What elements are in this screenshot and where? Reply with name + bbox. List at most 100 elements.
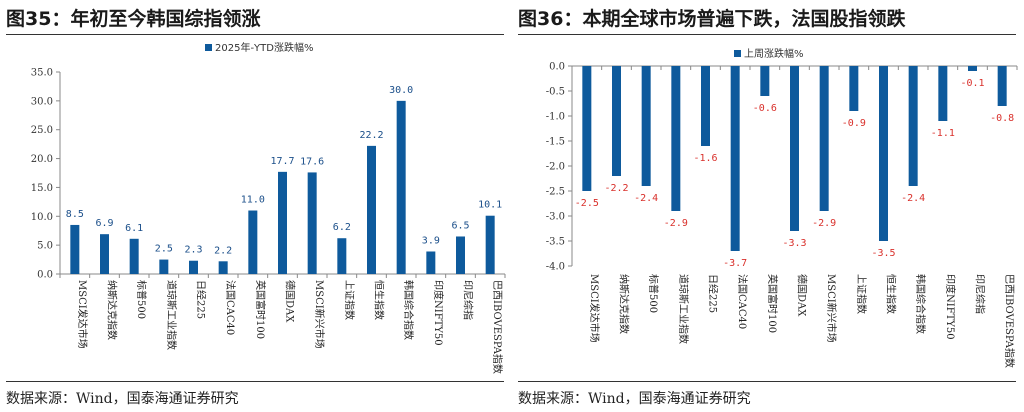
- bar: [819, 66, 829, 211]
- bar: [908, 66, 918, 186]
- data-label: -2.9: [664, 218, 688, 229]
- bar: [278, 171, 287, 274]
- category-label: MSCI发达市场: [76, 280, 89, 349]
- category-label: 印度NIFTY50: [432, 280, 445, 346]
- category-label: 上证指数: [855, 274, 868, 314]
- bar: [612, 66, 621, 176]
- y-tick-label: 0.0: [37, 270, 53, 281]
- bar: [730, 66, 740, 251]
- legend-swatch: [734, 50, 741, 57]
- bar: [456, 236, 465, 274]
- bar: [485, 215, 495, 274]
- title-divider: [518, 34, 1016, 35]
- y-tick-label: 5.0: [37, 241, 53, 252]
- category-label: MSCI新兴市场: [313, 280, 326, 349]
- data-label: 2.3: [184, 245, 202, 256]
- bar: [159, 259, 169, 274]
- bar: [671, 66, 681, 211]
- category-label: 英国富时100: [254, 280, 267, 339]
- bar: [129, 238, 139, 274]
- data-label: 6.9: [95, 218, 113, 229]
- bar: [938, 66, 948, 121]
- source-divider: [6, 381, 504, 382]
- data-label: 17.7: [270, 156, 294, 167]
- category-label: 日经225: [707, 274, 720, 313]
- y-tick-label: 10.0: [31, 212, 53, 223]
- data-label: 11.0: [241, 195, 265, 206]
- data-label: 2.2: [214, 245, 232, 256]
- category-label: 印度NIFTY50: [944, 274, 957, 340]
- category-label: 标普500: [135, 280, 148, 319]
- bar: [367, 145, 376, 274]
- chart-panel-weekly: 图36：本期全球市场普遍下跌，法国股指领跌 0.0 -0.5 -1.0 -1.5 -2.…: [512, 0, 1024, 412]
- data-label: 3.9: [422, 235, 440, 246]
- data-label: -3.3: [782, 238, 806, 249]
- data-label: 6.1: [125, 223, 143, 234]
- data-label: -0.1: [960, 78, 984, 89]
- y-tick-label: -1.5: [546, 137, 565, 148]
- category-label: 韩国综合指数: [914, 274, 927, 334]
- category-label: 上证指数: [343, 280, 356, 320]
- data-label: -1.6: [693, 153, 717, 164]
- data-label: -1.1: [931, 128, 955, 139]
- bar: [790, 66, 799, 231]
- bar: [337, 238, 347, 274]
- bar: [849, 66, 859, 111]
- chart-source: 数据来源：Wind，国泰海通证券研究: [6, 391, 239, 407]
- category-label: 法国CAC40: [736, 274, 749, 329]
- data-label: -0.6: [753, 103, 777, 114]
- category-label: 恒生指数: [373, 280, 386, 320]
- bar: [582, 66, 592, 191]
- category-label: 德国DAX: [284, 280, 297, 323]
- category-label: MSCI发达市场: [588, 274, 601, 343]
- category-label: 德国DAX: [796, 274, 809, 317]
- y-tick-label: -2.5: [546, 187, 565, 198]
- bar: [396, 100, 406, 274]
- legend-label: 上周涨跌幅%: [744, 47, 804, 60]
- title-divider: [6, 34, 504, 35]
- data-label: 6.2: [333, 222, 351, 233]
- category-label: 韩国综合指数: [402, 280, 415, 340]
- bar: [100, 234, 109, 274]
- y-tick-label: 35.0: [31, 68, 53, 79]
- bar: [189, 260, 198, 274]
- category-label: 法国CAC40: [224, 280, 237, 335]
- bar: [997, 66, 1007, 106]
- data-label: 6.5: [451, 220, 469, 231]
- weekly-bar-chart: 0.0 -0.5 -1.0 -1.5 -2.0 -2.5 -3.0 -3.5 -4.0 上周涨跌幅…: [546, 47, 1018, 368]
- data-label: -3.5: [871, 248, 895, 259]
- bar: [879, 66, 888, 241]
- data-label: -2.4: [634, 193, 658, 204]
- y-tick-label: 15.0: [31, 183, 53, 194]
- data-label: -2.2: [604, 183, 628, 194]
- y-tick-label: 20.0: [31, 154, 53, 165]
- data-label: 2.5: [155, 244, 173, 255]
- data-label: 10.1: [478, 200, 502, 211]
- category-label: 印尼综指: [974, 274, 987, 314]
- chart-title: 图36：本期全球市场普遍下跌，法国股指领跌: [518, 8, 906, 30]
- category-label: MSCI新兴市场: [825, 274, 838, 343]
- category-label: 道琼斯工业指数: [677, 274, 690, 344]
- bar: [218, 261, 228, 274]
- data-label: -2.4: [901, 193, 925, 204]
- bar: [701, 66, 710, 146]
- y-tick-label: 25.0: [31, 125, 53, 136]
- bar: [307, 172, 317, 274]
- category-label: 纳斯达克指数: [618, 274, 631, 334]
- data-label: -2.5: [575, 198, 599, 209]
- category-label: 巴西IBOVESPA指数: [491, 280, 504, 374]
- legend-label: 2025年-YTD涨跌幅%: [215, 41, 313, 54]
- category-label: 日经225: [195, 280, 208, 319]
- y-tick-label: -0.5: [546, 87, 565, 98]
- y-tick-label: 30.0: [31, 96, 53, 107]
- data-label: -2.9: [812, 218, 836, 229]
- y-tick-label: 0.0: [549, 62, 565, 73]
- category-label: 英国富时100: [766, 274, 779, 333]
- category-label: 恒生指数: [885, 274, 898, 314]
- bar: [248, 210, 258, 274]
- chart-title: 图35：年初至今韩国综指领涨: [6, 8, 261, 30]
- data-label: 8.5: [66, 209, 84, 220]
- chart-panel-ytd: 图35：年初至今韩国综指领涨 0.0 5.0 10.0 15.0 20.0 25.0 30.…: [6, 8, 506, 407]
- data-label: -3.7: [723, 258, 747, 269]
- y-tick-label: -3.0: [546, 212, 565, 223]
